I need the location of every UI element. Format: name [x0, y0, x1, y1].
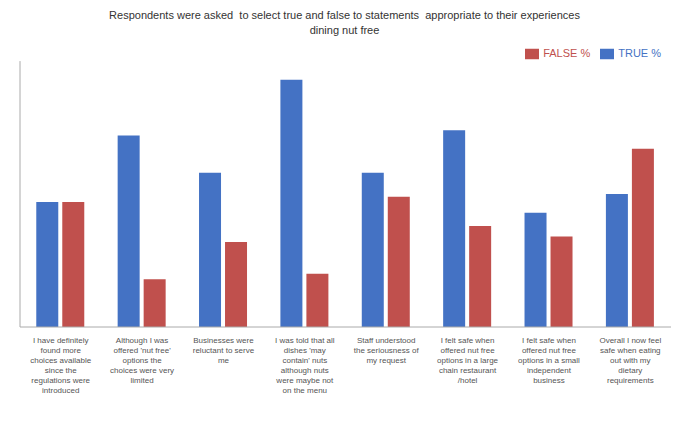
- svg-text:Although I wasoffered 'nut fre: Although I wasoffered 'nut free'options …: [110, 336, 174, 385]
- html-text:TRUE %: TRUE %: [618, 47, 661, 59]
- svg-text:I was told that alldishes 'may: I was told that alldishes 'maycontain' n…: [275, 336, 335, 395]
- svg-text:Staff understoodthe seriousnes: Staff understoodthe seriousness ofmy req…: [354, 336, 420, 365]
- html-text:FALSE %: FALSE %: [543, 47, 591, 59]
- svg-text:I felt safe whenoffered nut fr: I felt safe whenoffered nut freeoptions …: [518, 336, 580, 385]
- svg-text:I felt safe whenoffered nut fr: I felt safe whenoffered nut freeoptions …: [437, 336, 498, 385]
- html-text:Respondents were asked to sele: Respondents were asked to select true an…: [109, 9, 580, 36]
- svg-text:I have definitelyfound morecho: I have definitelyfound morechoices avail…: [30, 336, 91, 395]
- svg-text:Overall I now feelsafe when ea: Overall I now feelsafe when eatingout wi…: [599, 336, 661, 385]
- svg-text:Businesses werereluctant to se: Businesses werereluctant to serveme: [193, 336, 255, 365]
